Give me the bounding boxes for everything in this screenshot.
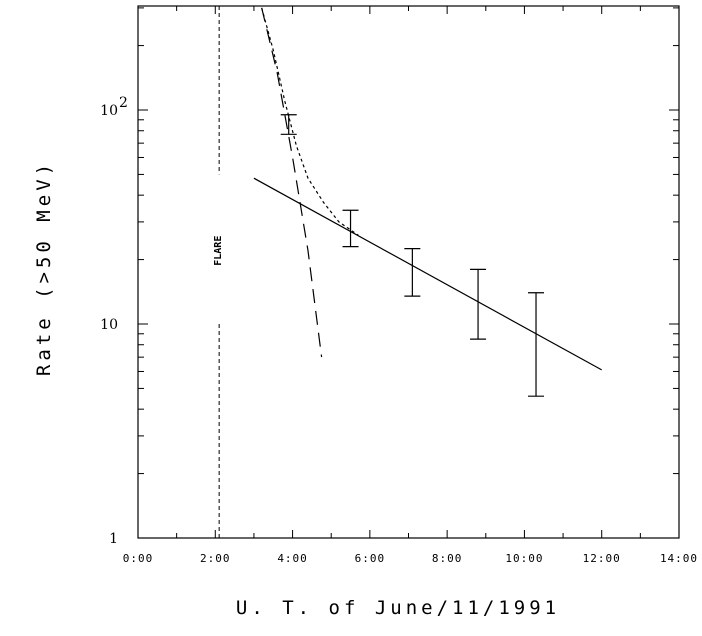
x-tick-label: 2:00 xyxy=(200,552,231,565)
fit-line-dashed xyxy=(261,7,323,358)
x-tick-label: 8:00 xyxy=(432,552,463,565)
x-tick-label: 12:00 xyxy=(583,552,621,565)
x-tick-label: 6:00 xyxy=(355,552,386,565)
x-axis-ticks: 0:00 2:00 4:00 6:00 8:00 10:00 12:00 14:00 xyxy=(123,6,698,565)
fit-line-solid xyxy=(253,177,602,371)
y-tick-label: 10 xyxy=(100,103,118,119)
fit-line-dotted xyxy=(261,7,359,236)
x-tick-label: 0:00 xyxy=(123,552,154,565)
series-layer xyxy=(253,7,602,397)
x-tick-label: 14:00 xyxy=(660,552,698,565)
y-tick-label: 10 xyxy=(100,317,118,333)
x-tick-label: 10:00 xyxy=(505,552,543,565)
flare-annotation: FLARE xyxy=(213,236,224,266)
x-tick-label: 4:00 xyxy=(277,552,308,565)
y-tick-exponent: 2 xyxy=(119,95,128,111)
y-axis-title: Rate (>50 MeV) xyxy=(33,160,55,376)
flare-marker: FLARE xyxy=(213,6,224,538)
y-tick-label: 1 xyxy=(109,531,118,547)
x-axis-title: U. T. of June/11/1991 xyxy=(236,597,560,619)
